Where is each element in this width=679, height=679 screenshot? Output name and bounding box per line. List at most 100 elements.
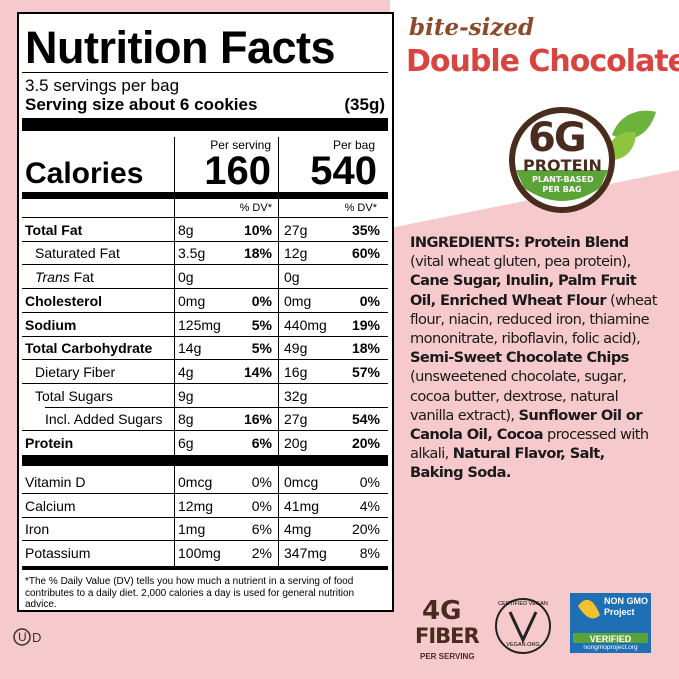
daily-value: 0% — [251, 498, 272, 514]
daily-value: 10% — [243, 222, 272, 238]
rule — [22, 455, 388, 466]
fiber-label: FIBER — [415, 624, 480, 648]
dv-header: % DV* — [239, 202, 272, 214]
column-header: Per bag — [332, 138, 375, 152]
amount: 3.5g — [178, 245, 206, 261]
daily-value: 0% — [359, 293, 380, 309]
amount: 9g — [178, 388, 194, 404]
calories: 540 — [310, 149, 377, 193]
daily-value: 6% — [251, 435, 272, 451]
amount: 0g — [178, 269, 194, 285]
daily-value: 16% — [243, 411, 272, 427]
amount: 125mg — [178, 317, 221, 333]
amount: 0mcg — [284, 474, 319, 490]
name: Fat — [69, 269, 94, 285]
rule — [22, 336, 388, 337]
ingredient-text: (unsweetened chocolate, sugar, cocoa but… — [410, 368, 627, 424]
rule — [22, 430, 388, 431]
kosher-suffix: D — [32, 630, 42, 645]
nutrient-name: Total Fat — [25, 222, 83, 238]
rule — [22, 493, 388, 494]
serving-amount: (35g) — [344, 95, 385, 114]
rule — [45, 407, 388, 408]
amount: 41mg — [284, 498, 320, 514]
ingredient-text: Semi-Sweet Chocolate Chips — [410, 349, 629, 367]
product-name: Double Chocolate — [406, 44, 679, 79]
amount: 100mg — [178, 545, 221, 561]
amount: 0g — [284, 269, 300, 285]
daily-value: 20% — [351, 435, 380, 451]
amount: 0mg — [284, 293, 312, 309]
footnote: *The % Daily Value (DV) tells you how mu… — [25, 576, 355, 610]
daily-value: 0% — [251, 293, 272, 309]
daily-value: 6% — [251, 521, 272, 537]
daily-value: 18% — [351, 340, 380, 356]
amount: 6g — [178, 435, 194, 451]
daily-value: 0% — [359, 474, 380, 490]
italic-name: Trans — [35, 269, 70, 285]
rule — [278, 137, 279, 567]
amount: 1mg — [178, 521, 206, 537]
servings: 3.5 servings per bag — [25, 76, 180, 95]
nongmo-url: nongmoproject.org — [583, 644, 638, 651]
daily-value: 19% — [351, 317, 380, 333]
nutrient-name: Protein — [25, 435, 74, 451]
rule — [22, 217, 388, 218]
ribbon-text: PLANT-BASED — [532, 175, 594, 184]
ingredients: INGREDIENTS: Protein Blend (vital wheat … — [410, 233, 660, 483]
nutrient-name: Potassium — [25, 545, 91, 561]
nutrient-name: Iron — [25, 521, 50, 537]
amount: 4g — [178, 364, 194, 380]
rule — [22, 359, 388, 360]
rule — [22, 517, 388, 518]
fiber-note: PER SERVING — [420, 652, 475, 661]
rule — [22, 540, 388, 541]
daily-value: 5% — [251, 317, 272, 333]
ingredient-text: INGREDIENTS: Protein Blend — [410, 234, 629, 251]
daily-value: 35% — [351, 222, 380, 238]
serving-size: Serving size about 6 cookies — [25, 95, 258, 114]
kosher-symbol: U — [18, 630, 27, 644]
rule — [22, 241, 388, 242]
rule — [22, 264, 388, 265]
daily-value: 5% — [251, 340, 272, 356]
amount: 347mg — [284, 545, 327, 561]
amount: 27g — [284, 222, 308, 238]
protein-amount: 6G — [528, 115, 587, 161]
daily-value: 20% — [351, 521, 380, 537]
ingredient-text: Cane Sugar, Inulin, Palm Fruit Oil, Enri… — [410, 272, 637, 309]
ingredient-text: (vital wheat gluten, pea protein), — [410, 253, 631, 271]
title: Nutrition Facts — [25, 22, 336, 73]
daily-value: 4% — [359, 498, 380, 514]
ribbon-text: PER BAG — [542, 185, 582, 194]
nutrient-name: Dietary Fiber — [35, 364, 116, 380]
rule — [22, 118, 388, 131]
nutrient-name: Incl. Added Sugars — [45, 411, 163, 427]
nutrient-name: Trans Fat — [35, 269, 94, 285]
calories-label: Calories — [25, 157, 144, 190]
daily-value: 14% — [243, 364, 272, 380]
amount: 14g — [178, 340, 202, 356]
amount: 0mg — [178, 293, 206, 309]
protein-label: PROTEIN — [523, 156, 602, 175]
amount: 20g — [284, 435, 308, 451]
amount: 12g — [284, 245, 308, 261]
vegan-top: CERTIFIED VEGAN — [498, 601, 548, 607]
nutrient-name: Total Sugars — [35, 388, 113, 404]
daily-value: 57% — [351, 364, 380, 380]
calories: 160 — [204, 149, 271, 193]
daily-value: 2% — [251, 545, 272, 561]
ingredient-text: Natural Flavor, Salt, Baking Soda. — [410, 445, 605, 482]
nutrient-name: Cholesterol — [25, 293, 103, 309]
vegan-bottom: VEGAN.ORG — [506, 642, 540, 648]
rule — [22, 288, 388, 289]
nutrient-name: Calcium — [25, 498, 76, 514]
ingredient-text: Sunflower Oil or Canola Oil, Cocoa — [410, 406, 643, 444]
nutrient-name: Sodium — [25, 317, 77, 333]
daily-value: 60% — [351, 245, 380, 261]
rule — [22, 312, 388, 313]
ingredient-text: (wheat flour, niacin, reduced iron, thia… — [410, 291, 658, 348]
amount: 12mg — [178, 498, 214, 514]
amount: 8g — [178, 411, 194, 427]
